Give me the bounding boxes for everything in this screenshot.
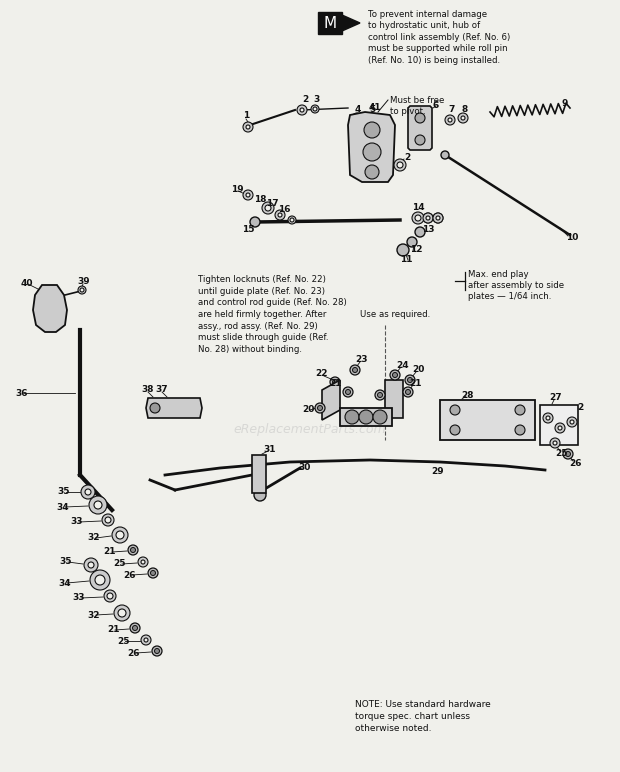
Text: 16: 16 <box>278 205 290 215</box>
Text: 32: 32 <box>88 611 100 619</box>
Circle shape <box>138 557 148 567</box>
Circle shape <box>80 288 84 292</box>
Text: 38: 38 <box>142 385 154 394</box>
Circle shape <box>150 403 160 413</box>
Circle shape <box>130 623 140 633</box>
Text: 22: 22 <box>316 370 328 378</box>
Circle shape <box>81 485 95 499</box>
Circle shape <box>567 417 577 427</box>
Circle shape <box>403 387 413 397</box>
Circle shape <box>515 405 525 415</box>
Circle shape <box>116 531 124 539</box>
Text: eReplacementParts.com: eReplacementParts.com <box>234 424 386 436</box>
Text: 15: 15 <box>242 225 254 235</box>
Circle shape <box>130 547 136 553</box>
Text: Tighten locknuts (Ref. No. 22)
until guide plate (Ref. No. 23)
and control rod g: Tighten locknuts (Ref. No. 22) until gui… <box>198 275 347 354</box>
Circle shape <box>85 489 91 495</box>
Circle shape <box>558 426 562 430</box>
Circle shape <box>363 143 381 161</box>
Circle shape <box>141 560 145 564</box>
Circle shape <box>332 380 337 384</box>
Polygon shape <box>385 380 403 418</box>
Circle shape <box>553 441 557 445</box>
Circle shape <box>378 392 383 398</box>
Circle shape <box>255 459 263 467</box>
Circle shape <box>317 405 322 411</box>
Circle shape <box>436 216 440 220</box>
Circle shape <box>275 210 285 220</box>
Circle shape <box>415 215 421 221</box>
Polygon shape <box>33 285 67 332</box>
Circle shape <box>415 113 425 123</box>
Circle shape <box>368 118 372 122</box>
Text: 3: 3 <box>313 96 319 104</box>
Circle shape <box>450 425 460 435</box>
Text: 8: 8 <box>462 106 468 114</box>
Circle shape <box>128 545 138 555</box>
Text: 5: 5 <box>369 106 375 114</box>
Circle shape <box>353 367 358 373</box>
Text: 39: 39 <box>78 277 91 286</box>
Polygon shape <box>408 106 432 150</box>
Circle shape <box>461 116 465 120</box>
Circle shape <box>288 216 296 224</box>
Text: Use as required.: Use as required. <box>360 310 430 319</box>
Circle shape <box>423 213 433 223</box>
Circle shape <box>441 151 449 159</box>
Text: 6: 6 <box>433 101 439 110</box>
Circle shape <box>105 517 111 523</box>
Text: 34: 34 <box>59 578 71 587</box>
Text: To prevent internal damage
to hydrostatic unit, hub of
control link assembly (Re: To prevent internal damage to hydrostati… <box>368 10 510 65</box>
Circle shape <box>42 302 58 318</box>
Circle shape <box>114 605 130 621</box>
Circle shape <box>255 476 263 484</box>
Text: 19: 19 <box>231 185 243 195</box>
Circle shape <box>154 648 159 654</box>
Text: 26: 26 <box>124 571 136 580</box>
Text: 10: 10 <box>566 233 578 242</box>
Circle shape <box>375 390 385 400</box>
Circle shape <box>405 375 415 385</box>
Circle shape <box>415 227 425 237</box>
Text: M: M <box>324 15 337 31</box>
Circle shape <box>550 438 560 448</box>
Circle shape <box>330 377 340 387</box>
Circle shape <box>151 571 156 575</box>
Circle shape <box>413 213 423 223</box>
Text: 2: 2 <box>302 96 308 104</box>
Circle shape <box>246 193 250 197</box>
Circle shape <box>445 115 455 125</box>
Text: 7: 7 <box>449 106 455 114</box>
Circle shape <box>315 403 325 413</box>
Circle shape <box>345 390 350 394</box>
Polygon shape <box>342 15 360 31</box>
Circle shape <box>546 416 550 420</box>
Text: 23: 23 <box>356 355 368 364</box>
Bar <box>252 455 266 493</box>
Text: 2: 2 <box>577 402 583 411</box>
Text: 25: 25 <box>556 449 569 458</box>
Text: 35: 35 <box>60 557 73 567</box>
Text: 21: 21 <box>107 625 119 635</box>
Circle shape <box>364 122 380 138</box>
Text: Must be free
to pivot.: Must be free to pivot. <box>390 96 445 116</box>
Circle shape <box>412 212 424 224</box>
Circle shape <box>118 609 126 617</box>
Text: 18: 18 <box>254 195 266 205</box>
Circle shape <box>359 410 373 424</box>
Text: 1: 1 <box>243 111 249 120</box>
Circle shape <box>88 562 94 568</box>
Circle shape <box>246 125 250 129</box>
Bar <box>318 12 342 34</box>
Circle shape <box>352 113 362 123</box>
Text: 24: 24 <box>397 361 409 370</box>
Text: 4: 4 <box>355 104 361 113</box>
Circle shape <box>254 489 266 501</box>
Circle shape <box>355 116 359 120</box>
Circle shape <box>397 244 409 256</box>
Circle shape <box>570 420 574 424</box>
Text: 20: 20 <box>412 365 424 374</box>
Circle shape <box>405 390 410 394</box>
Circle shape <box>102 514 114 526</box>
Circle shape <box>313 107 317 111</box>
